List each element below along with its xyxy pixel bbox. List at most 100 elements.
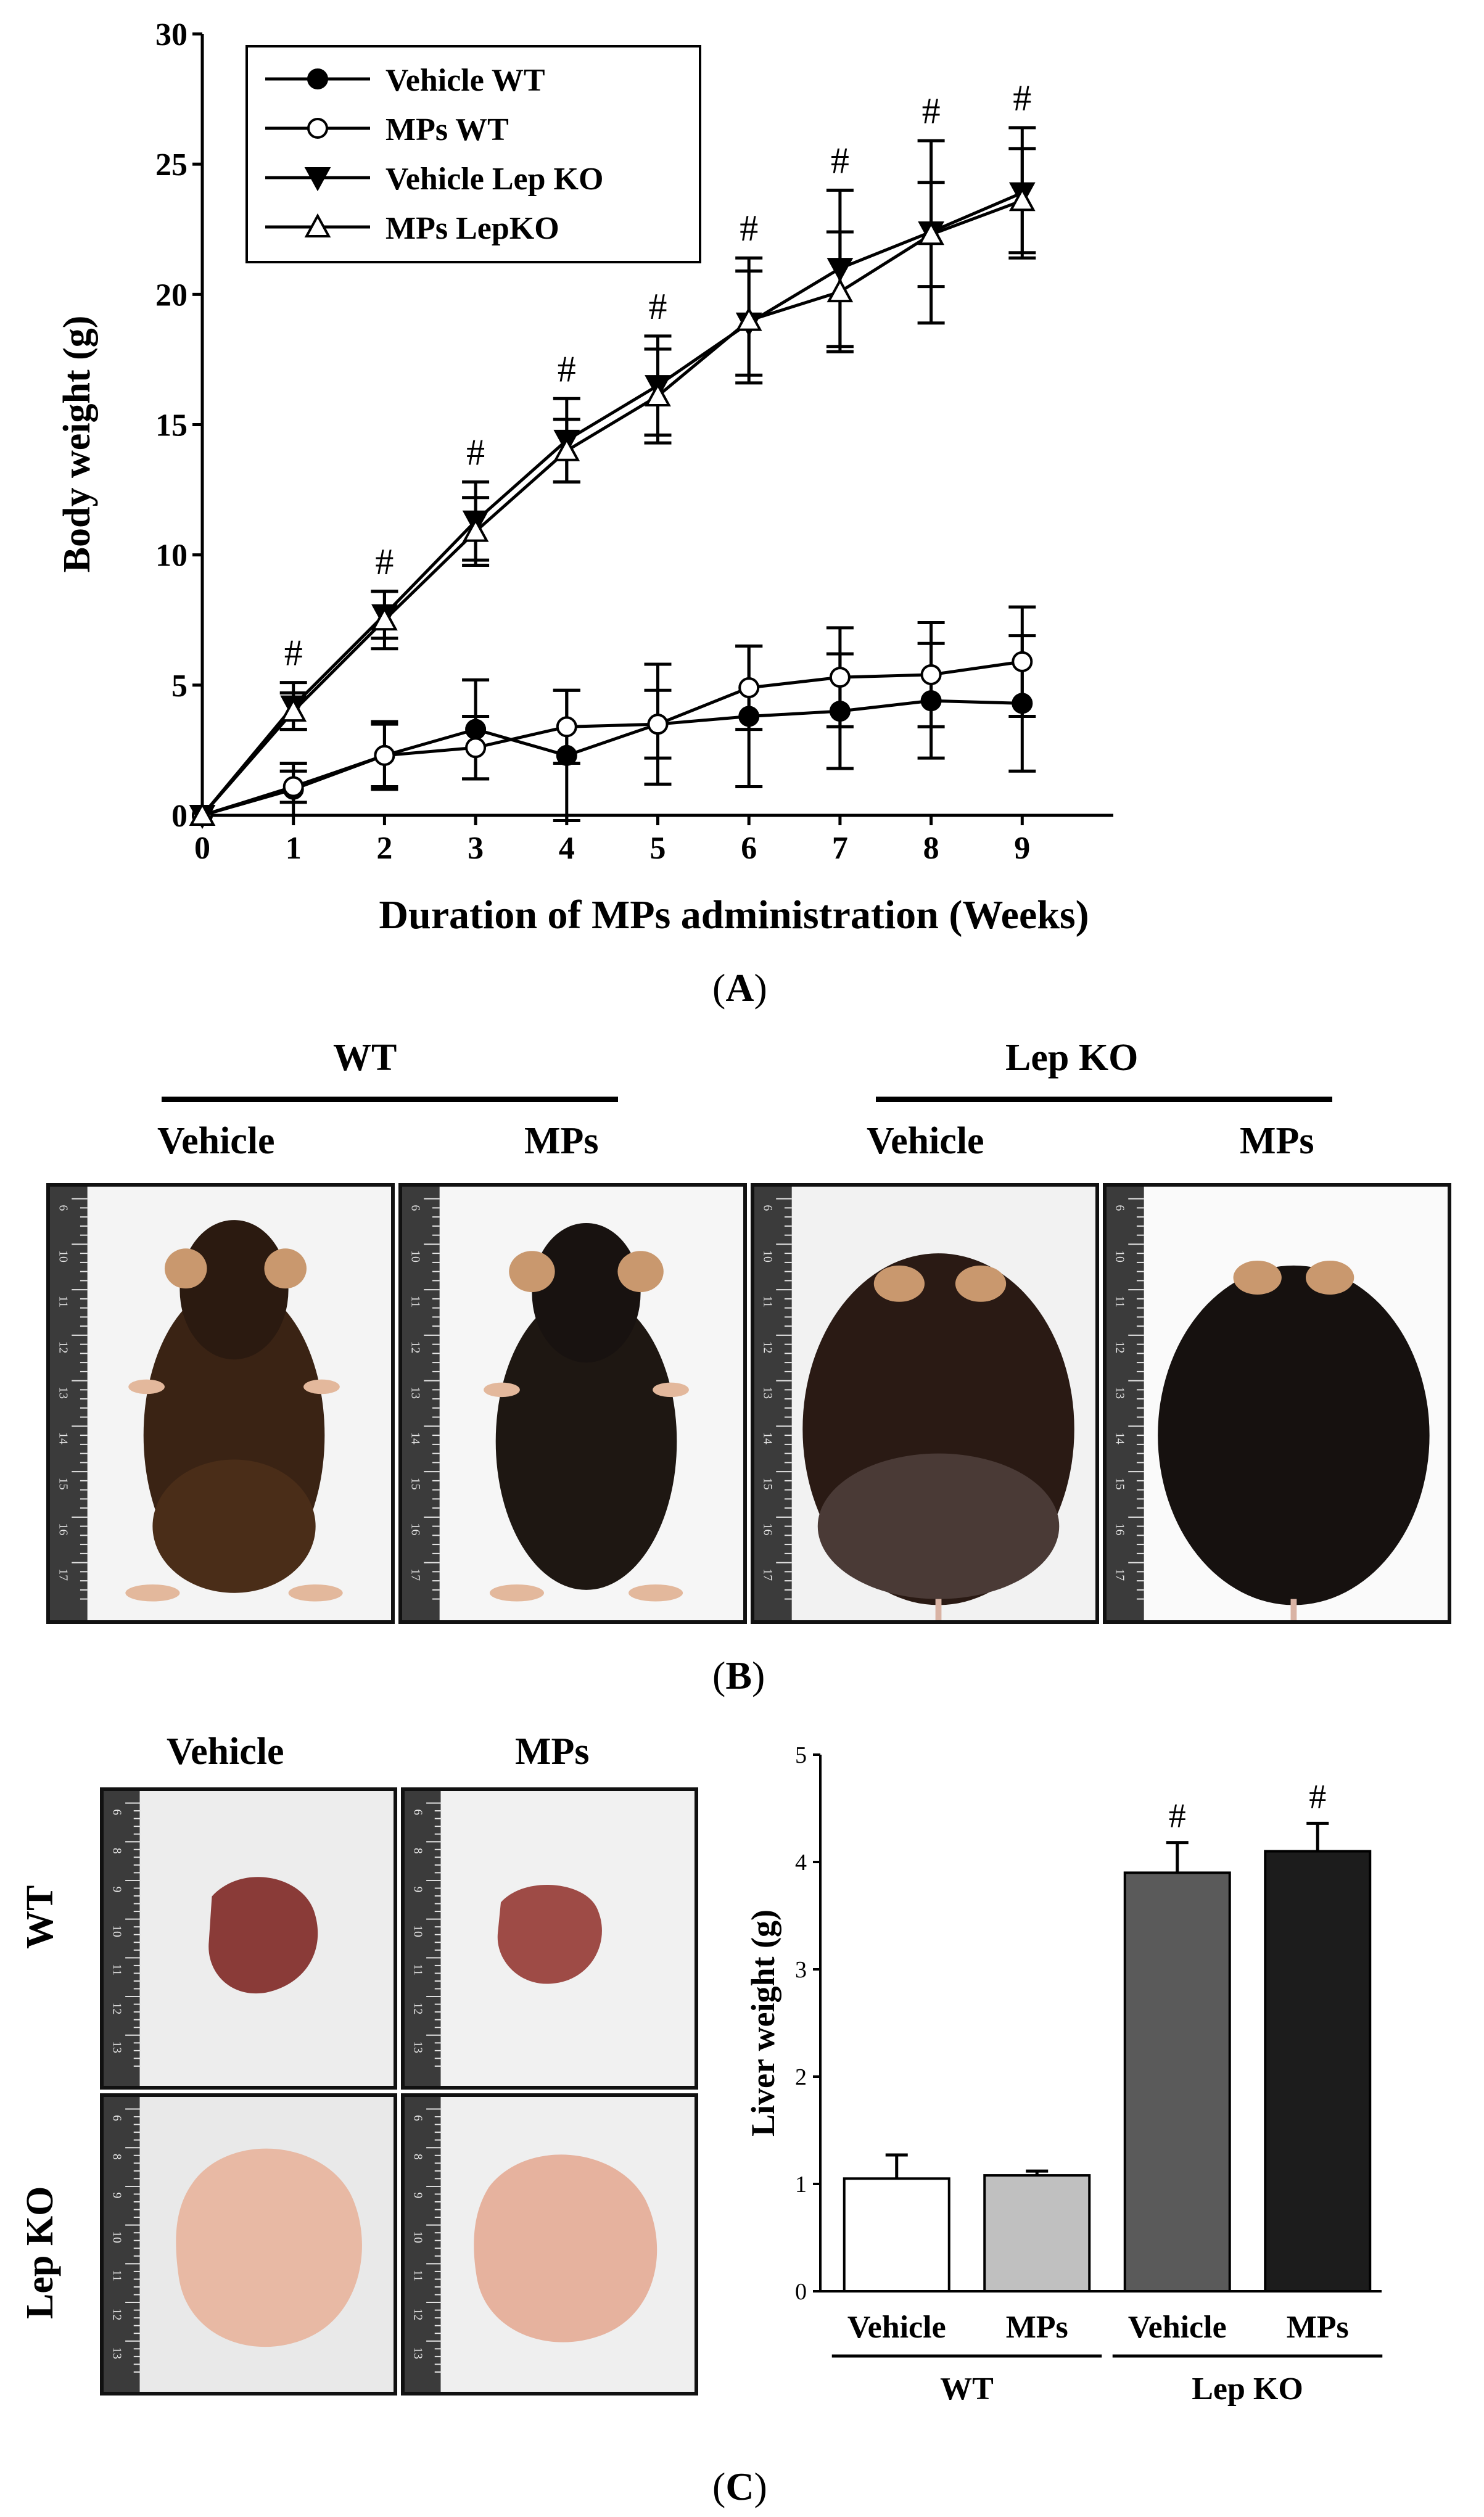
ruler-number: 12 [110,2003,123,2015]
ruler-number: 6 [411,1809,424,1815]
legend-marker [307,68,328,89]
liver-photo-lepko-mps: 6 8 9 10 11 12 13 [401,2093,698,2395]
liver-photo-lepko-vehicle: 6 8 9 10 11 12 13 [100,2093,397,2395]
y-tick-label: 10 [155,538,188,574]
ruler-number: 13 [110,2041,123,2054]
group-underline-wt [162,1097,618,1102]
legend: Vehicle WT MPs WT Vehicle Lep KO MPs LepKO [245,45,701,263]
y-axis-label: Liver weight (g) [744,1909,781,2136]
category-label: Vehicle [847,2310,946,2345]
ruler-number: 11 [110,1964,123,1975]
significance-mark: # [1169,1797,1186,1835]
panel-label-a: (A) [712,966,767,1010]
group-underline-lepko [876,1097,1332,1102]
group-label: Lep KO [1192,2371,1303,2407]
y-tick-label: 5 [795,1742,807,1768]
mouse-photo-wt-mps: 6 10 11 12 13 14 15 16 17 [398,1183,747,1624]
significance-mark: # [284,633,303,674]
ruler-number: 14 [57,1432,70,1444]
series-vehicle-wt [192,634,1036,826]
ruler-number: 15 [57,1478,70,1490]
ruler-number: 12 [409,1341,422,1354]
significance-mark: # [375,542,394,582]
liver-column-label-mps: MPs [515,1731,590,1773]
y-tick-label: 15 [155,408,188,443]
ruler-number: 11 [1113,1296,1126,1308]
bar-1 [843,2177,950,2292]
series-line [201,191,1023,817]
x-tick-label: 6 [741,831,757,866]
legend-entry: Vehicle WT [385,63,545,98]
ruler-number: 13 [411,2041,424,2054]
liver-column-label-vehicle: Vehicle [167,1731,284,1773]
liver-image: 6 8 9 10 11 12 13 [104,1791,394,2086]
ruler-number: 13 [110,2347,123,2360]
group-label-lepko: Lep KO [1005,1037,1139,1079]
ruler-number: 12 [1113,1341,1126,1354]
ruler-number: 10 [411,2231,424,2243]
ruler-number: 16 [761,1523,774,1536]
ruler-number: 11 [110,2270,123,2281]
data-point [645,382,671,407]
ruler-number: 8 [411,2154,424,2160]
data-point [465,737,487,759]
significance-mark: # [558,348,576,389]
ruler-number: 11 [411,2270,424,2281]
bar-4 [1264,1850,1372,2293]
ruler-number: 11 [409,1296,422,1308]
liver-photo-wt-vehicle: 6 8 9 10 11 12 13 [100,1787,397,2090]
data-point [827,278,854,303]
bar-2 [983,2174,1091,2293]
ruler-number: 6 [110,1809,123,1815]
data-point [920,664,942,685]
ruler-number: 10 [1113,1250,1126,1263]
significance-mark: # [922,91,941,131]
series-line [202,660,1023,817]
y-axis-label: Body weight (g) [56,316,98,573]
panel-label-c: (C) [712,2465,767,2508]
ruler-number: 8 [411,1848,424,1854]
y-tick-label: 5 [171,669,188,704]
mouse-photo-lepko-vehicle: 6 10 11 12 13 14 15 16 17 [751,1183,1099,1624]
category-label: MPs [1006,2310,1068,2345]
x-tick-label: 3 [468,831,484,866]
data-point [371,606,398,631]
category-label: MPs [1287,2310,1349,2345]
data-point [462,517,489,542]
y-tick-label: 1 [795,2172,807,2198]
ruler-number: 9 [110,2193,123,2199]
mouse-photo-lepko-mps: 6 10 11 12 13 14 15 16 17 [1103,1183,1451,1624]
x-axis-label: Duration of MPs administration (Weeks) [379,892,1089,937]
liver-row-label-wt: WT [19,1885,61,1949]
data-point [738,677,760,699]
y-tick-label: 4 [795,1850,807,1876]
liver-photo-wt-mps: 6 8 9 10 11 12 13 [401,1787,698,2090]
y-tick-label: 2 [795,2064,807,2090]
significance-mark: # [466,432,485,472]
mouse-image: 6 10 11 12 13 14 15 16 17 [1107,1187,1448,1620]
ruler-number: 16 [409,1523,422,1536]
significance-mark: # [1309,1778,1326,1816]
mouse-image: 6 10 11 12 13 14 15 16 17 [50,1187,391,1620]
x-tick-label: 8 [923,831,939,866]
body-weight-line-chart: 0 5 10 15 20 25 30 0 1 2 3 4 5 6 7 8 9 # # # # # # # # # Body we… [56,17,1113,937]
data-point [374,744,395,766]
data-point [189,801,216,826]
data-point [735,307,762,331]
ruler-number: 6 [761,1205,774,1211]
group-label-wt: WT [333,1037,397,1079]
ruler-number: 15 [1113,1478,1126,1490]
liver-weight-bar-chart: 0 1 2 3 4 5 Vehicle MPs # Vehicle # MPs WT Lep KO L… [744,1742,1383,2407]
x-tick-label: 2 [376,831,392,866]
ruler-number: 10 [409,1250,422,1263]
ruler-number: 9 [110,1887,123,1893]
ruler-number: 12 [110,2309,123,2321]
significance-mark: # [1013,78,1031,118]
legend-marker [304,167,331,192]
ruler-number: 11 [761,1296,774,1308]
x-tick-label: 4 [559,831,575,866]
data-point [918,221,944,245]
column-label-lepko-mps: MPs [1240,1120,1314,1162]
y-tick-label: 20 [155,278,188,313]
x-tick-label: 9 [1014,831,1030,866]
